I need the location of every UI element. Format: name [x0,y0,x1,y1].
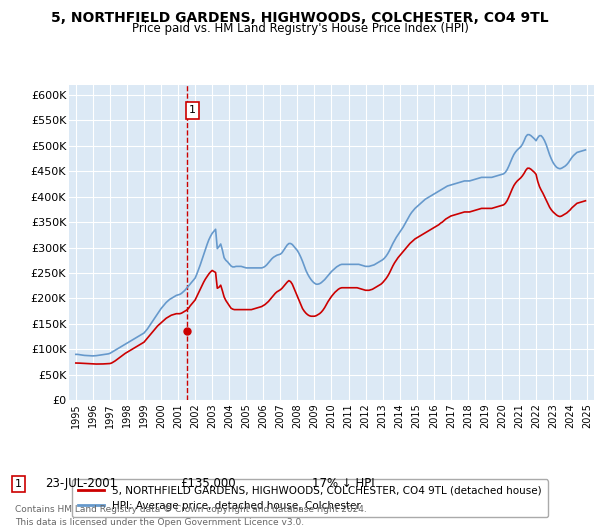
Legend: 5, NORTHFIELD GARDENS, HIGHWOODS, COLCHESTER, CO4 9TL (detached house), HPI: Ave: 5, NORTHFIELD GARDENS, HIGHWOODS, COLCHE… [71,480,548,517]
Text: 23-JUL-2001: 23-JUL-2001 [45,478,117,490]
Text: 17% ↓ HPI: 17% ↓ HPI [312,478,374,490]
Text: Price paid vs. HM Land Registry's House Price Index (HPI): Price paid vs. HM Land Registry's House … [131,22,469,36]
Text: 1: 1 [189,105,196,115]
Text: 5, NORTHFIELD GARDENS, HIGHWOODS, COLCHESTER, CO4 9TL: 5, NORTHFIELD GARDENS, HIGHWOODS, COLCHE… [51,11,549,24]
Text: Contains HM Land Registry data © Crown copyright and database right 2024.: Contains HM Land Registry data © Crown c… [15,505,367,514]
Text: This data is licensed under the Open Government Licence v3.0.: This data is licensed under the Open Gov… [15,518,304,527]
Text: 1: 1 [15,479,22,489]
Text: £135,000: £135,000 [180,478,236,490]
